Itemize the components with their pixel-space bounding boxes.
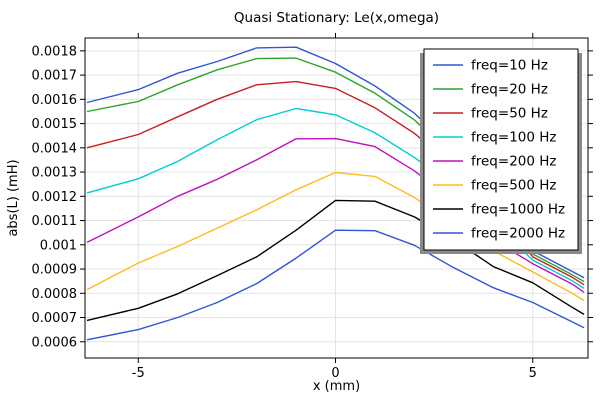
legend-item-label: freq=200 Hz	[471, 154, 557, 170]
y-tick-label: 0.0013	[32, 166, 78, 181]
series-line-freq-1000-hz	[86, 199, 585, 322]
y-tick-label: 0.0015	[32, 117, 78, 132]
series-line-freq-200-hz	[86, 137, 585, 293]
y-tick-label: 0.0017	[32, 69, 78, 84]
legend: freq=10 Hz freq=20 Hz freq=50 Hz freq=100 H…	[420, 48, 582, 254]
y-axis-title: abs(L) (mH)	[6, 159, 21, 236]
y-tick-label: 0.0009	[32, 263, 78, 278]
axis-labels: Quasi Stationary: Le(x,omega) x (mm) abs…	[6, 10, 537, 394]
y-tick-label: 0.0014	[32, 141, 78, 156]
y-tick-label: 0.0007	[32, 311, 78, 326]
x-tick-label: -5	[132, 366, 145, 381]
y-tick-label: 0.0018	[32, 44, 78, 59]
x-tick-label: 5	[529, 366, 537, 381]
x-axis-title: x (mm)	[313, 379, 360, 394]
y-tick-label: 0.001	[40, 238, 77, 253]
axis-ticks	[80, 33, 593, 363]
legend-item-label: freq=50 Hz	[471, 106, 548, 122]
legend-background	[423, 48, 579, 251]
y-tick-label: 0.0012	[32, 190, 78, 205]
chart-title: Quasi Stationary: Le(x,omega)	[234, 10, 439, 26]
legend-item-label: freq=100 Hz	[471, 130, 557, 146]
legend-item-label: freq=10 Hz	[471, 58, 548, 74]
legend-item-label: freq=2000 Hz	[471, 226, 565, 242]
y-tick-label: 0.0011	[32, 214, 78, 229]
series-lines	[86, 46, 585, 341]
plot-border	[84, 37, 589, 359]
legend-item-label: freq=500 Hz	[471, 178, 557, 194]
legend-item-label: freq=1000 Hz	[471, 202, 565, 218]
plot-frame	[84, 37, 589, 359]
legend-item-label: freq=20 Hz	[471, 82, 548, 98]
series-line-freq-500-hz	[86, 171, 585, 302]
x-tick-label: 0	[331, 366, 339, 381]
series-line-freq-2000-hz	[86, 229, 585, 341]
y-tick-label: 0.0016	[32, 93, 78, 108]
y-tick-label: 0.0006	[32, 335, 78, 350]
y-tick-label: 0.0008	[32, 287, 78, 302]
